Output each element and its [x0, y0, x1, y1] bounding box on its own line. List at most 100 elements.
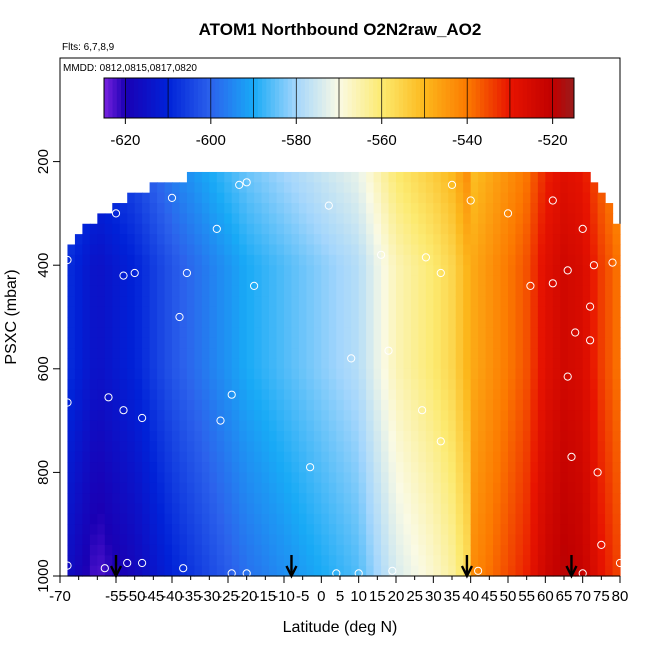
- heatmap-cell: [373, 254, 382, 266]
- heatmap-cell: [448, 244, 457, 256]
- heatmap-cell: [612, 348, 621, 360]
- heatmap-cell: [157, 565, 166, 577]
- heatmap-cell: [276, 389, 285, 401]
- heatmap-cell: [358, 482, 367, 494]
- heatmap-cell: [269, 410, 278, 422]
- heatmap-cell: [388, 451, 397, 463]
- heatmap-cell: [328, 379, 337, 391]
- heatmap-cell: [508, 285, 517, 297]
- heatmap-cell: [545, 493, 554, 505]
- heatmap-cell: [306, 555, 315, 567]
- heatmap-cell: [485, 565, 494, 577]
- heatmap-cell: [216, 534, 225, 546]
- heatmap-cell: [149, 223, 158, 235]
- heatmap-cell: [142, 337, 151, 349]
- heatmap-cell: [172, 555, 181, 567]
- heatmap-cell: [440, 430, 449, 442]
- heatmap-cell: [224, 285, 233, 297]
- heatmap-cell: [478, 254, 487, 266]
- heatmap-cell: [134, 296, 143, 308]
- heatmap-cell: [298, 317, 307, 328]
- heatmap-cell: [597, 275, 606, 287]
- heatmap-cell: [403, 368, 412, 380]
- heatmap-cell: [463, 451, 472, 463]
- heatmap-cell: [582, 317, 591, 328]
- heatmap-cell: [522, 254, 531, 266]
- heatmap-cell: [410, 472, 419, 484]
- heatmap-cell: [493, 275, 502, 287]
- heatmap-cell: [82, 285, 91, 297]
- heatmap-cell: [410, 420, 419, 432]
- colorbar-cell: [104, 78, 109, 118]
- heatmap-cell: [455, 462, 464, 473]
- heatmap-cell: [530, 203, 539, 214]
- heatmap-cell: [493, 430, 502, 442]
- heatmap-cell: [463, 358, 472, 370]
- heatmap-cell: [448, 513, 457, 525]
- heatmap-cell: [67, 275, 76, 287]
- heatmap-cell: [216, 430, 225, 442]
- heatmap-cell: [276, 482, 285, 494]
- heatmap-cell: [134, 368, 143, 380]
- heatmap-cell: [306, 171, 315, 183]
- heatmap-cell: [186, 203, 195, 214]
- heatmap-cell: [261, 513, 270, 525]
- heatmap-cell: [201, 254, 210, 266]
- heatmap-cell: [410, 513, 419, 525]
- heatmap-cell: [493, 555, 502, 567]
- heatmap-cell: [336, 285, 345, 297]
- heatmap-cell: [231, 327, 240, 339]
- heatmap-cell: [522, 441, 531, 453]
- heatmap-cell: [321, 399, 330, 411]
- heatmap-cell: [284, 275, 293, 287]
- heatmap-cell: [410, 171, 419, 183]
- heatmap-cell: [239, 420, 248, 432]
- heatmap-cell: [605, 337, 614, 349]
- heatmap-cell: [515, 482, 524, 494]
- heatmap-cell: [74, 482, 83, 494]
- heatmap-cell: [246, 565, 255, 577]
- heatmap-cell: [440, 472, 449, 484]
- heatmap-cell: [590, 182, 599, 194]
- heatmap-cell: [224, 399, 233, 411]
- heatmap-cell: [313, 203, 322, 214]
- heatmap-cell: [373, 296, 382, 308]
- heatmap-cell: [336, 462, 345, 473]
- heatmap-cell: [172, 399, 181, 411]
- heatmap-cell: [82, 555, 91, 567]
- heatmap-cell: [224, 482, 233, 494]
- colorbar-cell: [270, 78, 276, 118]
- heatmap-cell: [522, 420, 531, 432]
- heatmap-cell: [388, 544, 397, 556]
- heatmap-cell: [493, 203, 502, 214]
- heatmap-cell: [119, 451, 128, 463]
- heatmap-cell: [216, 555, 225, 567]
- heatmap-cell: [112, 234, 121, 246]
- heatmap-cell: [582, 244, 591, 256]
- heatmap-cell: [224, 462, 233, 473]
- heatmap-cell: [470, 213, 479, 225]
- heatmap-cell: [508, 327, 517, 339]
- heatmap-cell: [560, 223, 569, 235]
- heatmap-cell: [321, 327, 330, 339]
- observation-point: [526, 281, 535, 290]
- heatmap-cell: [194, 399, 203, 411]
- heatmap-cell: [254, 503, 263, 515]
- heatmap-cell: [97, 254, 106, 266]
- colorbar-cell: [475, 78, 481, 118]
- colorbar-cell: [232, 78, 237, 118]
- heatmap-cell: [194, 192, 203, 204]
- heatmap-cell: [478, 513, 487, 525]
- heatmap-cell: [545, 244, 554, 256]
- heatmap-cell: [224, 327, 233, 339]
- heatmap-cell: [343, 420, 352, 432]
- heatmap-cell: [366, 430, 375, 442]
- heatmap-cell: [239, 462, 248, 473]
- heatmap-cell: [291, 203, 300, 214]
- colorbar-tick-label: -560: [367, 132, 397, 149]
- heatmap-cell: [284, 213, 293, 225]
- heatmap-cell: [82, 265, 91, 277]
- heatmap-cell: [403, 182, 412, 194]
- heatmap-cell: [403, 544, 412, 556]
